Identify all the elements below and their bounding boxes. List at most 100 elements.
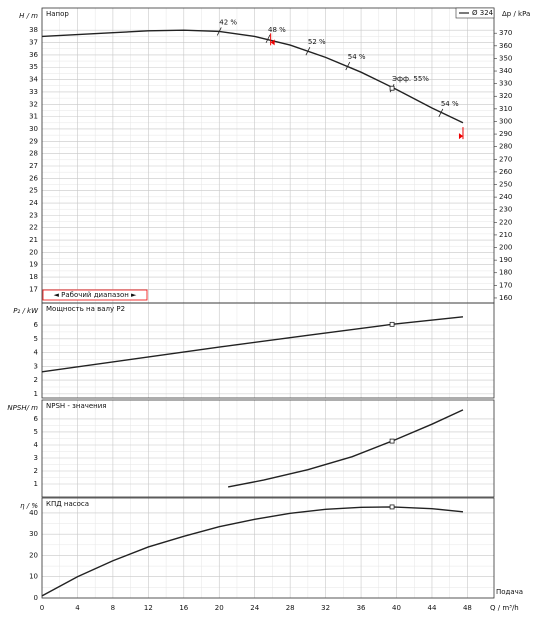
x-tick-label: 4 bbox=[75, 604, 80, 612]
y2-tick-label: 350 bbox=[499, 54, 512, 62]
y-tick-label: 20 bbox=[29, 551, 38, 559]
y2-tick-label: 340 bbox=[499, 67, 512, 75]
x-tick-label: 24 bbox=[250, 604, 259, 612]
legend-box bbox=[455, 7, 495, 19]
y2-tick-label: 330 bbox=[499, 80, 512, 88]
panel-title: NPSH - значения bbox=[46, 402, 107, 410]
range-label: ◄ Рабочий диапазон ► bbox=[54, 291, 138, 299]
y-tick-label: 2 bbox=[34, 467, 38, 475]
x-tick-label: 48 bbox=[463, 604, 472, 612]
y2-tick-label: 250 bbox=[499, 180, 512, 188]
y-tick-label: 25 bbox=[29, 187, 38, 195]
y-tick-label: 20 bbox=[29, 248, 38, 256]
y2-tick-label: 160 bbox=[499, 294, 512, 302]
x-tick-label: 32 bbox=[321, 604, 330, 612]
duty-point bbox=[389, 321, 395, 327]
efficiency-tick bbox=[345, 61, 351, 71]
y2-tick-label: 360 bbox=[499, 42, 512, 50]
y-tick-label: 1 bbox=[34, 390, 38, 398]
y-tick-label: 36 bbox=[29, 51, 38, 59]
efficiency-tick bbox=[438, 108, 444, 118]
efficiency-label: 48 % bbox=[268, 26, 286, 34]
y2-tick-label: 230 bbox=[499, 206, 512, 214]
y-tick-label: 18 bbox=[29, 273, 38, 281]
curve bbox=[41, 29, 464, 124]
efficiency-label: 42 % bbox=[219, 18, 237, 26]
x-tick-label: 40 bbox=[392, 604, 401, 612]
y-tick-label: 6 bbox=[34, 415, 39, 423]
y-tick-label: 38 bbox=[29, 26, 38, 34]
y-tick-label: 1 bbox=[34, 480, 38, 488]
y-axis-label: η / % bbox=[20, 502, 38, 510]
y-axis-label: H / m bbox=[19, 12, 38, 20]
x-tick-label: 0 bbox=[40, 604, 44, 612]
y2-tick-label: 280 bbox=[499, 143, 512, 151]
panel-frame bbox=[41, 399, 495, 498]
y2-tick-label: 240 bbox=[499, 193, 512, 201]
y2-tick-label: 290 bbox=[499, 130, 512, 138]
y-tick-label: 4 bbox=[34, 349, 39, 357]
y-tick-label: 2 bbox=[34, 376, 38, 384]
y2-tick-label: 300 bbox=[499, 117, 512, 125]
y-tick-label: 26 bbox=[29, 174, 38, 182]
legend-label: Ø 324 bbox=[472, 9, 494, 17]
efficiency-label: 54 % bbox=[348, 53, 366, 61]
y-tick-label: 30 bbox=[29, 530, 38, 538]
y2-tick-label: 200 bbox=[499, 244, 512, 252]
panel-frame bbox=[41, 497, 495, 599]
y2-tick-label: 210 bbox=[499, 231, 512, 239]
y-tick-label: 34 bbox=[29, 76, 38, 84]
y-tick-label: 27 bbox=[29, 162, 38, 170]
duty-point bbox=[389, 504, 395, 510]
y-tick-label: 40 bbox=[29, 509, 38, 517]
x-tick-label: 8 bbox=[111, 604, 115, 612]
range-marker bbox=[458, 127, 464, 140]
panel-title: Мощность на валу P2 bbox=[46, 305, 125, 313]
range-box bbox=[42, 289, 148, 301]
y-tick-label: 31 bbox=[29, 113, 38, 121]
y-tick-label: 6 bbox=[34, 321, 39, 329]
y-tick-label: 28 bbox=[29, 150, 38, 158]
y-tick-label: 0 bbox=[34, 594, 38, 602]
y-tick-label: 21 bbox=[29, 236, 38, 244]
panel-frame bbox=[41, 302, 495, 399]
x-note: Подача bbox=[496, 588, 523, 596]
y2-tick-label: 180 bbox=[499, 269, 512, 277]
y-axis-label: NPSH/ m bbox=[7, 404, 38, 412]
y-tick-label: 3 bbox=[34, 454, 38, 462]
efficiency-label: 52 % bbox=[308, 38, 326, 46]
y-tick-label: 5 bbox=[34, 335, 38, 343]
y-tick-label: 33 bbox=[29, 88, 38, 96]
y-tick-label: 37 bbox=[29, 39, 38, 47]
duty-point bbox=[389, 85, 395, 91]
y2-tick-label: 270 bbox=[499, 155, 512, 163]
y2-tick-label: 260 bbox=[499, 168, 512, 176]
curve bbox=[41, 316, 464, 373]
y2-tick-label: 370 bbox=[499, 29, 512, 37]
y-tick-label: 32 bbox=[29, 100, 38, 108]
efficiency-tick bbox=[265, 34, 271, 44]
x-tick-label: 44 bbox=[427, 604, 436, 612]
x-tick-label: 28 bbox=[286, 604, 295, 612]
y-tick-label: 3 bbox=[34, 362, 38, 370]
x-tick-label: 36 bbox=[357, 604, 366, 612]
x-tick-label: 20 bbox=[215, 604, 224, 612]
x-tick-label: 16 bbox=[179, 604, 188, 612]
y-tick-label: 10 bbox=[29, 573, 38, 581]
efficiency-tick bbox=[305, 47, 311, 56]
y2-axis-label: Δp / kPa bbox=[502, 10, 530, 18]
range-marker-arrow bbox=[458, 133, 463, 140]
y-tick-label: 29 bbox=[29, 137, 38, 145]
y-tick-label: 30 bbox=[29, 125, 38, 133]
y2-tick-label: 320 bbox=[499, 92, 512, 100]
y-tick-label: 23 bbox=[29, 211, 38, 219]
curve bbox=[41, 506, 464, 597]
curve bbox=[227, 409, 464, 488]
x-tick-label: 12 bbox=[144, 604, 153, 612]
range-marker bbox=[270, 33, 275, 46]
y-tick-label: 22 bbox=[29, 224, 38, 232]
y2-tick-label: 220 bbox=[499, 218, 512, 226]
y-tick-label: 24 bbox=[29, 199, 38, 207]
efficiency-label: Эфф. 55% bbox=[392, 75, 429, 83]
